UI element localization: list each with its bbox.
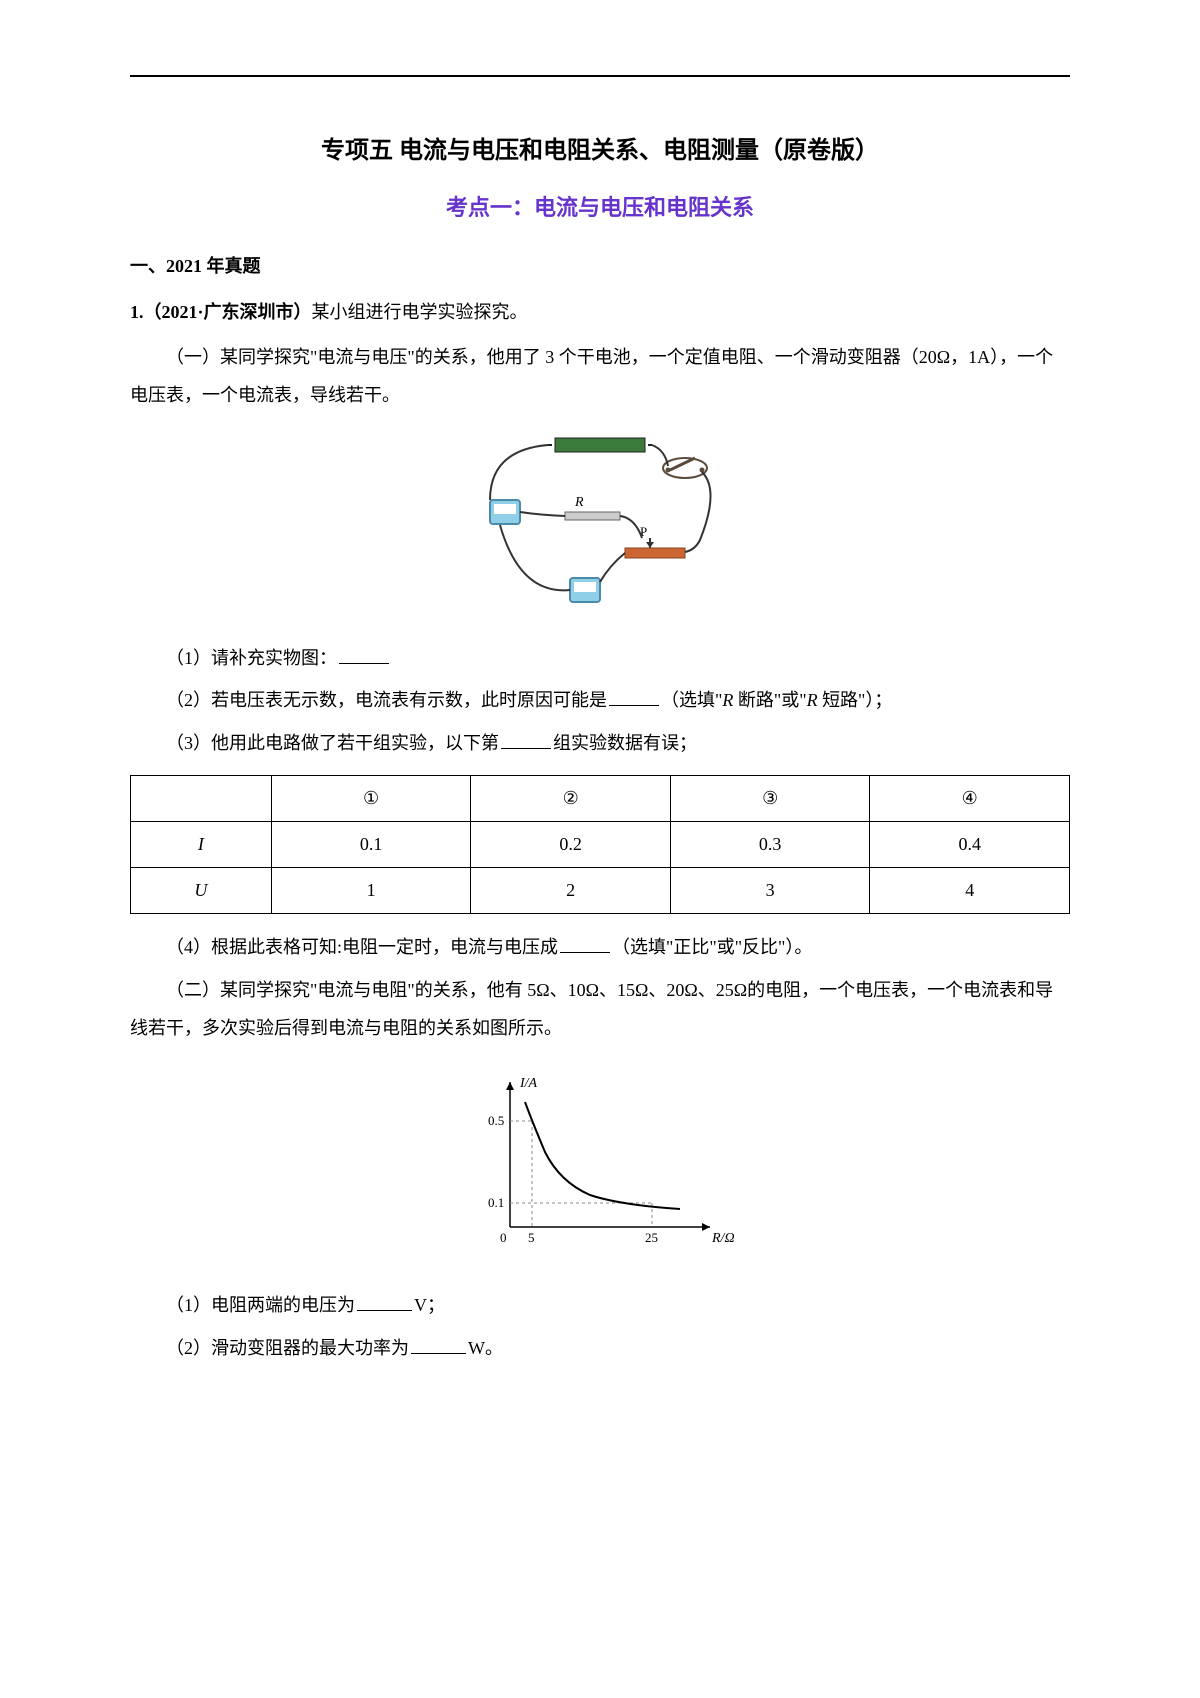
sub2b: （选填" bbox=[661, 690, 722, 710]
table-cell: 4 bbox=[870, 867, 1070, 913]
table-cell: ② bbox=[471, 775, 671, 821]
p2sub2b: W。 bbox=[468, 1338, 503, 1358]
circuit-svg: R P bbox=[460, 430, 740, 610]
table-cell: U bbox=[131, 867, 272, 913]
x-tick-label: 5 bbox=[528, 1230, 535, 1245]
q-number-label: 1.（2021·广东深圳市） bbox=[130, 302, 312, 322]
y-tick-label: 0.5 bbox=[488, 1113, 504, 1128]
resistor-icon bbox=[565, 512, 620, 520]
part1-intro: （一）某同学探究"电流与电压"的关系，他用了 3 个干电池，一个定值电阻、一个滑… bbox=[130, 339, 1070, 415]
blank-field bbox=[560, 935, 610, 953]
circuit-figure: R P bbox=[130, 430, 1070, 615]
sub2c: 断路"或" bbox=[738, 690, 807, 710]
section-heading: 一、2021 年真题 bbox=[130, 252, 1070, 278]
sub-q4: （4）根据此表格可知:电阻一定时，电流与电压成 （选填"正比"或"反比"）。 bbox=[130, 929, 1070, 967]
q-number-tail: 某小组进行电学实验探究。 bbox=[312, 302, 528, 322]
sub-title: 考点一：电流与电压和电阻关系 bbox=[130, 190, 1070, 222]
table-cell: ③ bbox=[670, 775, 870, 821]
sub4b: （选填"正比"或"反比"）。 bbox=[612, 937, 812, 957]
y-arrow-icon bbox=[506, 1082, 514, 1090]
table-cell bbox=[131, 775, 272, 821]
p2sub1a: （1）电阻两端的电压为 bbox=[166, 1295, 355, 1315]
rheostat-icon bbox=[625, 548, 685, 558]
sub2a: （2）若电压表无示数，电流表有示数，此时原因可能是 bbox=[166, 690, 607, 710]
data-table: ① ② ③ ④ I 0.1 0.2 0.3 0.4 U 1 2 3 4 bbox=[130, 775, 1070, 914]
x-axis-label: R/Ω bbox=[711, 1231, 735, 1246]
table-cell: ① bbox=[271, 775, 471, 821]
table-cell: I bbox=[131, 821, 272, 867]
origin-label: 0 bbox=[500, 1230, 507, 1245]
sub3a: （3）他用此电路做了若干组实验，以下第 bbox=[166, 733, 499, 753]
p2-sub-q2: （2）滑动变阻器的最大功率为 W。 bbox=[130, 1330, 1070, 1368]
sub3b: 组实验数据有误； bbox=[553, 733, 697, 753]
question-number: 1.（2021·广东深圳市）某小组进行电学实验探究。 bbox=[130, 298, 1070, 324]
y-tick-label: 0.1 bbox=[488, 1195, 504, 1210]
page-top-rule bbox=[130, 75, 1070, 77]
sub4a: （4）根据此表格可知:电阻一定时，电流与电压成 bbox=[166, 937, 558, 957]
x-arrow-icon bbox=[702, 1223, 710, 1231]
switch-icon bbox=[663, 458, 707, 478]
table-cell: ④ bbox=[870, 775, 1070, 821]
resistor-label: R bbox=[574, 495, 584, 510]
sub-q2: （2）若电压表无示数，电流表有示数，此时原因可能是（选填"R 断路"或"R 短路… bbox=[130, 682, 1070, 720]
italic-R: R bbox=[722, 690, 738, 710]
blank-field bbox=[339, 646, 389, 664]
graph-svg: 0.5 0.1 5 25 0 I/A R/Ω bbox=[450, 1067, 750, 1257]
sub2d: 短路"）； bbox=[822, 690, 892, 710]
p2sub2a: （2）滑动变阻器的最大功率为 bbox=[166, 1338, 409, 1358]
table-row: U 1 2 3 4 bbox=[131, 867, 1070, 913]
page-content: 专项五 电流与电压和电阻关系、电阻测量（原卷版） 考点一：电流与电压和电阻关系 … bbox=[0, 60, 1200, 1503]
table-row: I 0.1 0.2 0.3 0.4 bbox=[131, 821, 1070, 867]
table-cell: 0.1 bbox=[271, 821, 471, 867]
blank-field bbox=[501, 731, 551, 749]
blank-field bbox=[609, 688, 659, 706]
table-cell: 3 bbox=[670, 867, 870, 913]
wire bbox=[490, 445, 548, 500]
graph-figure: 0.5 0.1 5 25 0 I/A R/Ω bbox=[130, 1067, 1070, 1262]
x-tick-label: 25 bbox=[645, 1230, 658, 1245]
sub-q1: （1）请补充实物图： bbox=[130, 640, 1070, 678]
italic-R: R bbox=[807, 690, 823, 710]
sub1-text: （1）请补充实物图： bbox=[166, 648, 337, 668]
blank-field bbox=[411, 1336, 466, 1354]
blank-field bbox=[357, 1293, 412, 1311]
table-cell: 0.3 bbox=[670, 821, 870, 867]
sub-q3: （3）他用此电路做了若干组实验，以下第 组实验数据有误； bbox=[130, 725, 1070, 763]
y-axis-label: I/A bbox=[519, 1076, 538, 1091]
table-cell: 0.4 bbox=[870, 821, 1070, 867]
table-header-row: ① ② ③ ④ bbox=[131, 775, 1070, 821]
p2-sub-q1: （1）电阻两端的电压为 V； bbox=[130, 1287, 1070, 1325]
battery-icon bbox=[555, 438, 645, 452]
part2-intro: （二）某同学探究"电流与电阻"的关系，他有 5Ω、10Ω、15Ω、20Ω、25Ω… bbox=[130, 972, 1070, 1048]
table-cell: 1 bbox=[271, 867, 471, 913]
curve-line bbox=[525, 1102, 680, 1209]
main-title: 专项五 电流与电压和电阻关系、电阻测量（原卷版） bbox=[130, 130, 1070, 165]
table-cell: 2 bbox=[471, 867, 671, 913]
p2sub1b: V； bbox=[414, 1295, 445, 1315]
table-cell: 0.2 bbox=[471, 821, 671, 867]
